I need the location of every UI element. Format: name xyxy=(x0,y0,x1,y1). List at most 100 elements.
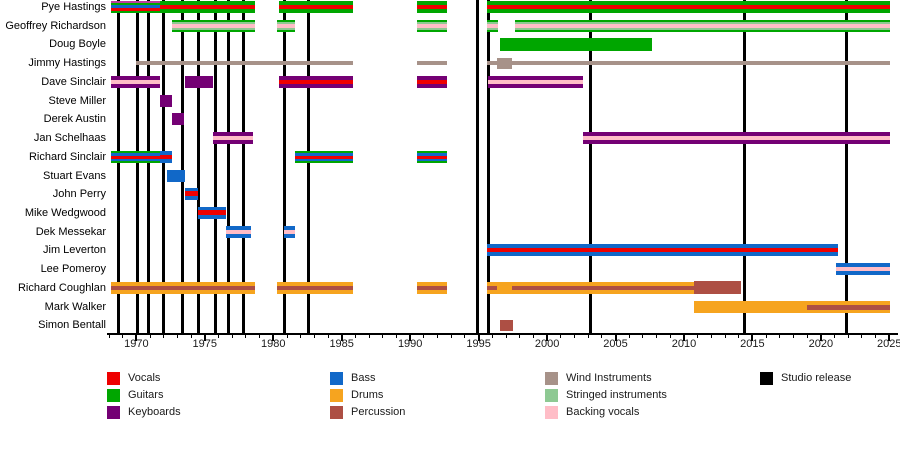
guitars-stripe xyxy=(486,29,498,32)
backing-stripe xyxy=(514,23,890,28)
legend-label-strings: Stringed instruments xyxy=(566,389,667,401)
timeline-bar xyxy=(693,281,742,295)
studio-release-line xyxy=(241,0,245,333)
timeline-bar xyxy=(295,150,353,163)
guitars-stripe xyxy=(172,19,255,22)
x-axis-minor-tick xyxy=(656,335,658,338)
timeline-bar xyxy=(111,150,161,163)
vocals-stripe xyxy=(279,5,353,9)
guitars-stripe xyxy=(277,19,296,22)
guitars-stripe xyxy=(486,1,890,5)
x-axis-minor-tick xyxy=(313,335,315,338)
bass-stripe xyxy=(295,158,353,161)
vocals-stripe xyxy=(279,79,353,84)
x-axis-minor-tick xyxy=(765,335,767,338)
keyboards-stripe xyxy=(185,75,214,88)
timeline-bar xyxy=(417,61,448,66)
x-axis-minor-tick xyxy=(532,335,534,338)
keyboards-stripe xyxy=(582,132,890,136)
studio-release-line xyxy=(136,0,140,333)
guitars-stripe xyxy=(111,3,161,5)
legend-swatch-percussion xyxy=(330,406,343,419)
strings-stripe xyxy=(277,27,296,30)
legend-swatch-guitars xyxy=(107,389,120,402)
timeline-bar xyxy=(417,1,448,13)
timeline-bar xyxy=(417,281,448,294)
timeline-bar xyxy=(185,188,198,201)
x-axis-minor-tick xyxy=(628,335,630,338)
x-axis-line xyxy=(107,333,898,335)
bass-stripe xyxy=(835,271,890,276)
strings-stripe xyxy=(417,21,448,24)
drums-stripe xyxy=(111,289,255,294)
timeline-bar xyxy=(486,61,890,66)
member-name-label: Jimmy Hastings xyxy=(28,57,106,70)
timeline-bar xyxy=(512,281,694,294)
drums-stripe xyxy=(486,289,498,294)
vocals-stripe xyxy=(295,155,353,159)
drums-stripe xyxy=(512,289,694,294)
member-name-label: Simon Bentall xyxy=(38,319,106,332)
guitars-stripe xyxy=(111,11,161,13)
x-axis-minor-tick xyxy=(382,335,384,338)
timeline-bar xyxy=(417,75,448,88)
bass-stripe xyxy=(167,169,185,182)
guitars-stripe xyxy=(417,150,448,153)
x-axis-major-tick xyxy=(409,335,412,341)
guitars-stripe xyxy=(417,1,448,5)
strings-stripe xyxy=(172,27,255,30)
legend-label-keyboards: Keyboards xyxy=(128,406,181,418)
member-name-label: Jan Schelhaas xyxy=(33,132,106,144)
timeline-bar xyxy=(693,300,808,313)
x-axis-minor-tick xyxy=(259,335,261,338)
percussion-stripe xyxy=(486,285,498,290)
strings-stripe xyxy=(486,21,498,24)
bass-stripe xyxy=(111,152,161,156)
percussion-stripe xyxy=(807,304,890,310)
legend-label-guitars: Guitars xyxy=(128,389,164,401)
guitars-stripe xyxy=(279,9,353,13)
bass-stripe xyxy=(185,196,198,201)
x-axis-minor-tick xyxy=(587,335,589,338)
x-axis-minor-tick xyxy=(218,335,219,338)
x-axis-major-tick xyxy=(614,335,617,341)
timeline-bar xyxy=(279,1,353,13)
member-name-label: Mike Wedgwood xyxy=(24,206,106,219)
member-name-label: Derek Austin xyxy=(43,113,106,126)
studio-release-line xyxy=(589,0,593,333)
magenta-stripe xyxy=(111,1,161,3)
x-axis-minor-tick xyxy=(519,335,521,338)
x-axis-year-label: 2015 xyxy=(740,338,765,350)
studio-release-line xyxy=(226,0,230,333)
keyboards-stripe xyxy=(582,140,890,144)
bass-stripe xyxy=(111,5,161,8)
x-axis-minor-tick xyxy=(245,335,247,338)
drums-stripe xyxy=(277,281,353,286)
strings-stripe xyxy=(514,27,890,30)
x-axis-minor-tick xyxy=(190,335,192,338)
guitars-stripe xyxy=(514,19,890,22)
timeline-bar xyxy=(198,206,227,219)
backing-stripe xyxy=(226,229,252,234)
x-axis-major-tick xyxy=(751,335,754,341)
bass-stripe xyxy=(417,158,448,161)
timeline-bar xyxy=(160,94,172,107)
bass-stripe xyxy=(486,244,838,249)
x-axis-year-label: 2020 xyxy=(808,338,834,350)
member-name-label: Pye Hastings xyxy=(41,1,106,13)
wind-stripe xyxy=(497,57,513,69)
x-axis-minor-tick xyxy=(368,335,370,338)
bass-stripe xyxy=(160,158,172,163)
timeline-bar xyxy=(835,263,890,276)
bass-stripe xyxy=(486,252,838,257)
timeline-bar xyxy=(486,19,498,32)
bass-stripe xyxy=(226,225,252,230)
x-axis-minor-tick xyxy=(122,335,124,338)
keyboards-stripe xyxy=(279,83,353,88)
x-axis-minor-tick xyxy=(327,335,329,338)
vocals-stripe xyxy=(185,191,198,197)
timeline-bar xyxy=(283,225,296,238)
guitars-stripe xyxy=(160,1,255,5)
timeline-bar xyxy=(277,281,353,294)
vocals-stripe xyxy=(111,155,161,159)
